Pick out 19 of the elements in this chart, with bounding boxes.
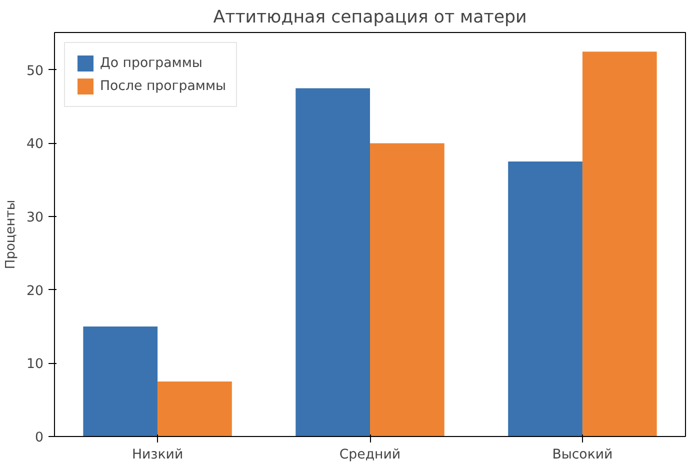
x-tick-label: Низкий: [132, 448, 184, 462]
y-tick-label: 40: [26, 137, 44, 152]
bar: [83, 326, 158, 436]
x-tick-label: Средний: [339, 448, 401, 462]
y-tick-label: 50: [26, 64, 44, 79]
x-tick-label: Высокий: [552, 448, 613, 462]
y-tick-label: 0: [35, 430, 44, 446]
y-tick-label: 20: [26, 284, 44, 299]
bar: [582, 52, 657, 436]
y-axis-title: Проценты: [4, 200, 19, 270]
bar: [370, 143, 444, 436]
bar: [296, 88, 370, 436]
legend-label: После программы: [100, 78, 226, 94]
chart-title: Аттитюдная сепарация от матери: [213, 8, 527, 28]
bar: [508, 162, 582, 436]
bar: [158, 382, 232, 436]
y-tick-label: 10: [26, 357, 44, 372]
legend-label: До программы: [100, 56, 202, 70]
y-tick-label: 30: [26, 210, 44, 226]
